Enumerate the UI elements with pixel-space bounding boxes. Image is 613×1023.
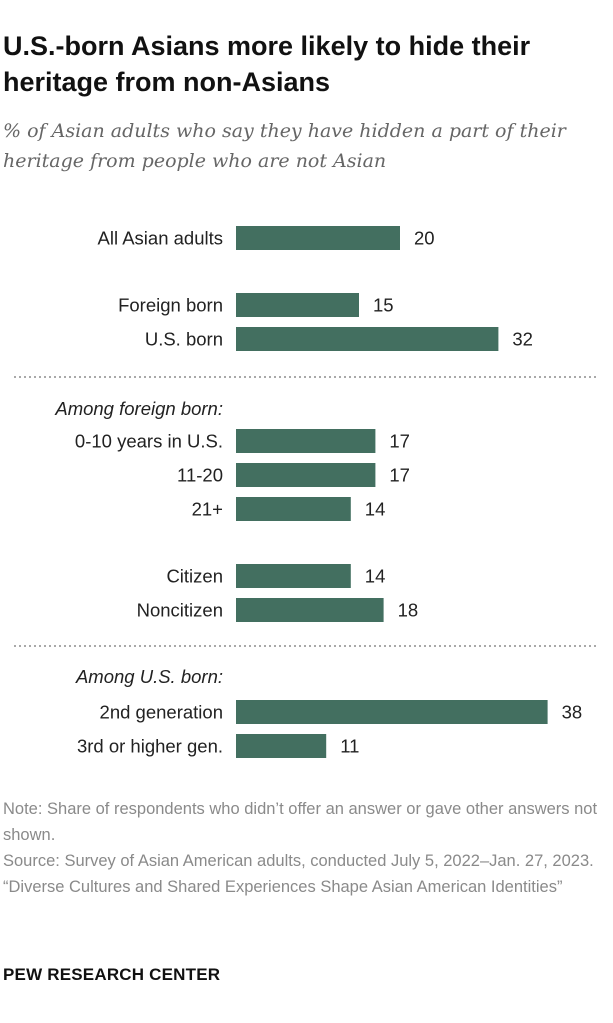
bar <box>236 293 359 317</box>
bar <box>236 700 548 724</box>
bar <box>236 734 327 758</box>
bar-label: 11-20 <box>177 465 223 486</box>
chart-notes: Note: Share of respondents who didn’t of… <box>3 796 603 900</box>
pew-research-center-logo: PEW RESEARCH CENTER <box>3 965 221 984</box>
bar <box>236 564 351 588</box>
bar-label: All Asian adults <box>98 228 223 249</box>
bar-value-label: 18 <box>398 600 419 621</box>
bar-label: Noncitizen <box>137 600 223 621</box>
bar-label: Foreign born <box>118 295 223 316</box>
note-text: Note: Share of respondents who didn’t of… <box>3 800 598 844</box>
bar-value-label: 14 <box>365 499 386 520</box>
group-header: Among U.S. born: <box>75 666 223 687</box>
bar-label: U.S. born <box>145 329 223 350</box>
bar <box>236 226 400 250</box>
bar-value-label: 17 <box>389 465 410 486</box>
bar-label: 0-10 years in U.S. <box>75 431 223 452</box>
bar-value-label: 17 <box>389 431 410 452</box>
bar-value-label: 38 <box>562 702 583 723</box>
bar-chart: All Asian adults 20 Foreign born 15 U.S. bor… <box>14 226 596 758</box>
bar <box>236 463 376 487</box>
bar-value-label: 20 <box>414 228 435 249</box>
bar-label: 21+ <box>192 499 223 520</box>
bar <box>236 598 384 622</box>
bar-label: Citizen <box>166 566 223 587</box>
bar-value-label: 15 <box>373 295 394 316</box>
bar <box>236 327 499 351</box>
bar-label: 3rd or higher gen. <box>77 736 223 757</box>
bar-value-label: 32 <box>512 329 533 350</box>
report-title-text: “Diverse Cultures and Shared Experiences… <box>3 878 563 896</box>
chart-subtitle: % of Asian adults who say they have hidd… <box>3 120 566 172</box>
bar <box>236 429 376 453</box>
group-header: Among foreign born: <box>54 398 223 419</box>
chart-title: U.S.-born Asians more likely to hide the… <box>3 31 531 97</box>
bar-label: 2nd generation <box>100 702 223 723</box>
bar <box>236 497 351 521</box>
bar-value-label: 11 <box>340 736 359 757</box>
bar-value-label: 14 <box>365 566 386 587</box>
source-text: Source: Survey of Asian American adults,… <box>3 852 594 870</box>
